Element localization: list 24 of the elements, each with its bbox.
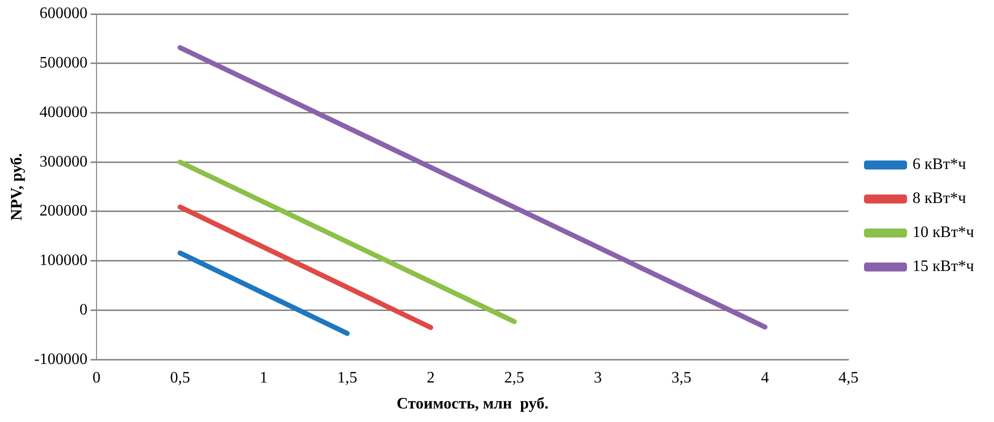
x-axis-title: Стоимость, млн руб. [396, 396, 548, 413]
legend-label: 8 кВт*ч [912, 190, 966, 208]
y-tick-label: 300000 [40, 153, 88, 170]
y-tick-label: 0 [80, 301, 88, 318]
x-tick-label: 4 [760, 369, 769, 386]
y-tick-label: 400000 [40, 104, 88, 121]
x-tick-label: 3,5 [671, 369, 692, 386]
x-tick-label: 1 [260, 369, 268, 386]
legend-label: 15 кВт*ч [912, 258, 974, 276]
x-tick-label: 0 [92, 369, 101, 386]
y-tick-label: 500000 [40, 54, 88, 72]
y-tick-label: -100000 [34, 350, 88, 368]
y-axis-title: NPV, руб. [8, 153, 26, 220]
x-tick-label: 3 [594, 369, 602, 386]
legend-label: 6 кВт*ч [912, 156, 966, 174]
x-tick-label: 0,5 [170, 369, 190, 386]
x-tick-label: 1,5 [337, 369, 358, 386]
x-tick-label: 2,5 [504, 369, 524, 386]
y-tick-label: 100000 [40, 252, 88, 270]
x-tick-label: 2 [426, 369, 435, 386]
y-tick-label: 200000 [40, 202, 88, 220]
legend-label: 10 кВт*ч [912, 224, 974, 242]
x-tick-label: 4,5 [838, 369, 859, 386]
y-tick-label: 600000 [40, 5, 88, 22]
